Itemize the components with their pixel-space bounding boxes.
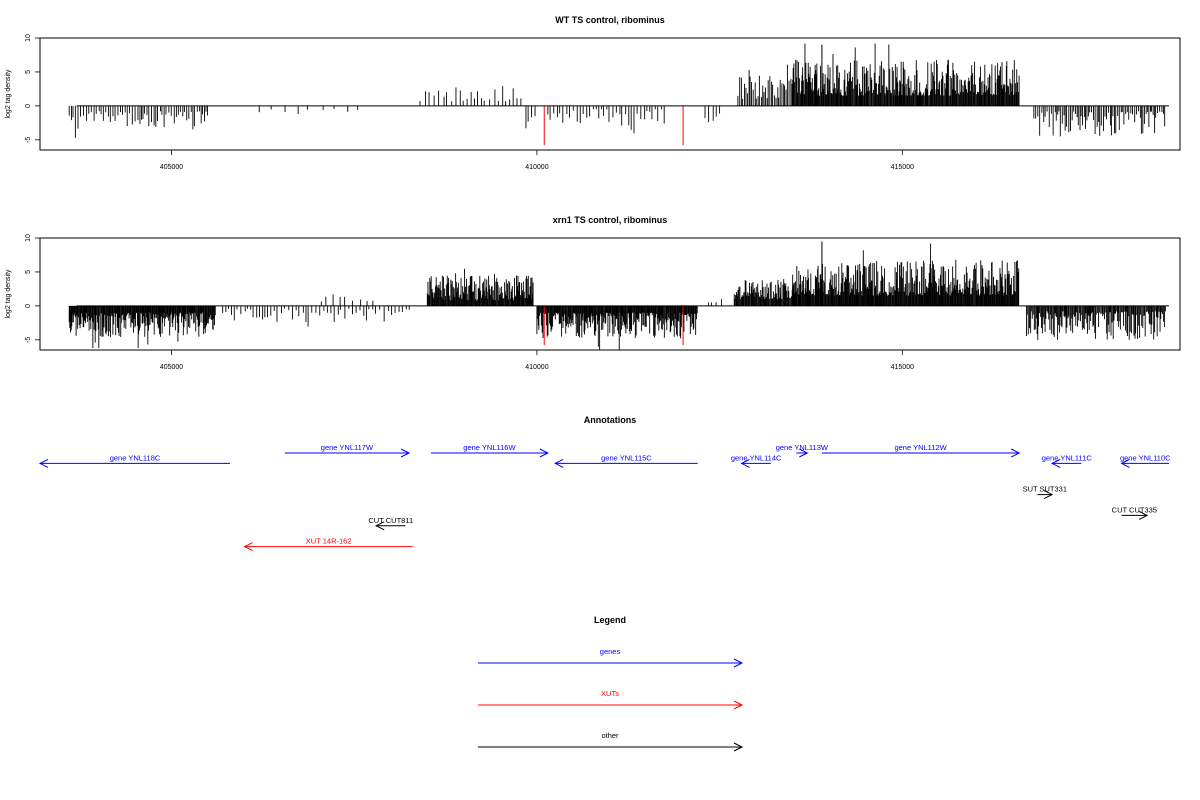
legend-label-xut: XUTs (601, 689, 619, 698)
xrn1-y-axis-label: log2 tag density (5, 269, 12, 319)
feature-arrow-gene (430, 448, 550, 458)
wt-y-tick-label: 10 (25, 34, 32, 42)
xrn1-panel-title: xrn1 TS control, ribominus (553, 215, 668, 225)
feature-label-other: SUT SUT331 (1023, 485, 1067, 494)
feature-label-xut: XUT 14R-162 (306, 537, 352, 546)
wt-y-tick-label: -5 (25, 137, 32, 143)
feature-label-gene: gene YNL110C (1120, 453, 1171, 462)
xrn1-y-tick-label: 10 (25, 234, 32, 242)
legend-label-gene: genes (600, 647, 621, 656)
feature-label-other: CUT CUT811 (368, 516, 413, 525)
xrn1-panel: xrn1 TS control, ribominus log2 tag dens… (5, 215, 1181, 371)
feature-arrow-other (375, 521, 406, 531)
legend-arrow-xut (478, 700, 744, 710)
feature-arrow-gene (1051, 458, 1082, 468)
feature-label-gene: gene YNL118C (110, 453, 161, 462)
annotations-title: Annotations (584, 415, 637, 425)
wt-y-axis-label: log2 tag density (5, 69, 12, 119)
xrn1-y-tick-label: 0 (25, 304, 32, 308)
wt-panel: WT TS control, ribominus log2 tag densit… (5, 15, 1181, 171)
legend-arrow-gene (478, 658, 744, 668)
xrn1-x-tick-label: 410000 (525, 364, 548, 371)
xrn1-x-tick-label: 415000 (891, 364, 914, 371)
feature-label-gene: gene YNL114C (731, 453, 782, 462)
xrn1-x-tick-label: 405000 (160, 364, 183, 371)
wt-y-tick-label: 5 (25, 70, 32, 74)
feature-arrow-gene (740, 458, 771, 468)
feature-label-gene: gene YNL115C (601, 453, 652, 462)
feature-arrow-gene (1120, 458, 1170, 468)
legend-label-other: other (601, 731, 619, 740)
wt-y-tick-label: 0 (25, 104, 32, 108)
wt-x-tick-label: 410000 (525, 164, 548, 171)
xrn1-y-tick-label: -5 (25, 337, 32, 343)
wt-x-tick-label: 405000 (160, 164, 183, 171)
feature-arrow-xut (243, 542, 413, 552)
legend-arrow-other (478, 742, 744, 752)
feature-arrow-gene (821, 448, 1021, 458)
legend-title: Legend (594, 615, 626, 625)
annotations-panel: Annotations gene YNL118C gene YNL117W gene… (38, 415, 1171, 552)
feature-label-gene: gene YNL117W (321, 443, 374, 452)
feature-arrow-gene (796, 448, 809, 458)
feature-arrow-other (1037, 490, 1054, 500)
feature-arrow-other (1121, 510, 1149, 520)
feature-arrow-gene (284, 448, 411, 458)
feature-label-gene: gene YNL116W (463, 443, 516, 452)
wt-panel-title: WT TS control, ribominus (555, 15, 665, 25)
wt-x-tick-label: 415000 (891, 164, 914, 171)
legend-panel: Legend genes XUTs other (478, 615, 744, 752)
feature-arrow-gene (38, 458, 230, 468)
xrn1-y-tick-label: 5 (25, 270, 32, 274)
feature-label-gene: gene YNL112W (894, 443, 947, 452)
feature-arrow-gene (554, 458, 698, 468)
feature-label-gene: gene YNL111C (1042, 453, 1093, 462)
wt-plot-frame (39, 37, 1181, 151)
xrn1-plot-frame (39, 237, 1181, 351)
feature-label-gene: gene YNL113W (776, 443, 829, 452)
feature-label-other: CUT CUT335 (1112, 505, 1157, 514)
